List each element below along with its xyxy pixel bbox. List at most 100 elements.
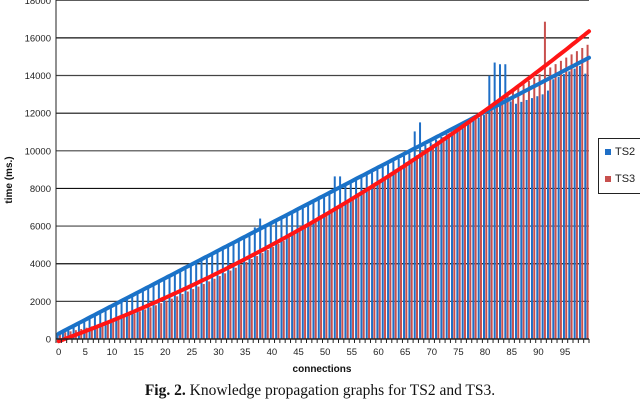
bar-ts3 xyxy=(581,47,584,340)
bar-ts3 xyxy=(325,214,328,339)
x-tick-label: 65 xyxy=(400,347,411,358)
bar-ts3 xyxy=(224,273,227,339)
y-tick-label: 4000 xyxy=(30,259,51,270)
bar-ts3 xyxy=(565,57,568,340)
bar-ts3 xyxy=(240,264,243,339)
bar-ts2 xyxy=(296,210,299,339)
bar-ts3 xyxy=(543,21,546,340)
bar-ts3 xyxy=(469,119,472,339)
bar-ts2 xyxy=(419,122,422,340)
bar-ts3 xyxy=(346,200,349,339)
bar-ts2 xyxy=(125,297,128,339)
bar-ts3 xyxy=(101,323,104,339)
bar-ts3 xyxy=(304,227,307,339)
bar-ts3 xyxy=(447,133,450,339)
bar-ts2 xyxy=(451,131,454,339)
bar-ts3 xyxy=(218,276,221,339)
bar-ts2 xyxy=(408,153,411,339)
bar-ts3 xyxy=(330,211,333,339)
x-tick-label: 80 xyxy=(480,347,491,358)
x-tick-label: 85 xyxy=(506,347,517,358)
bar-ts3 xyxy=(400,165,403,339)
bar-ts3 xyxy=(186,291,189,339)
bar-ts2 xyxy=(200,259,203,339)
bar-ts3 xyxy=(234,267,237,339)
bar-ts2 xyxy=(179,270,182,339)
legend-swatch-ts3 xyxy=(605,176,611,182)
bar-ts3 xyxy=(165,300,168,339)
bar-ts2 xyxy=(83,319,86,339)
x-tick-label: 50 xyxy=(320,347,331,358)
legend-swatch-ts2 xyxy=(605,149,611,155)
x-tick-label: 20 xyxy=(160,347,171,358)
bar-ts3 xyxy=(458,126,461,339)
trendline-ts3 xyxy=(56,29,591,344)
bar-ts3 xyxy=(90,326,93,339)
bar-ts3 xyxy=(250,259,253,339)
bar-ts2 xyxy=(387,164,390,339)
bar-ts2 xyxy=(568,71,571,339)
bar-ts3 xyxy=(256,256,259,339)
bar-ts2 xyxy=(152,284,155,339)
y-tick-label: 12000 xyxy=(25,109,51,120)
bar-ts2 xyxy=(536,96,539,340)
bar-ts3 xyxy=(272,246,275,339)
bar-ts2 xyxy=(483,115,485,339)
bar-ts3 xyxy=(405,162,408,339)
bar-ts2 xyxy=(349,183,352,339)
bar-ts2 xyxy=(189,265,192,339)
bar-ts2 xyxy=(67,327,70,339)
bar-ts2 xyxy=(259,218,262,339)
bar-ts2 xyxy=(72,325,75,339)
bar-ts2 xyxy=(365,175,368,339)
bar-ts2 xyxy=(115,303,118,339)
bar-ts3 xyxy=(229,270,232,339)
bar-ts3 xyxy=(416,155,419,339)
bar-ts2 xyxy=(317,199,320,339)
y-tick-label: 18000 xyxy=(25,0,51,7)
bar-ts2 xyxy=(525,99,528,339)
gridlines xyxy=(56,0,589,302)
bar-ts2 xyxy=(578,65,581,339)
bar-ts3 xyxy=(261,253,264,339)
bar-ts3 xyxy=(357,194,360,339)
bar-ts2 xyxy=(435,139,438,339)
bar-ts2 xyxy=(168,276,171,339)
bar-ts2 xyxy=(514,103,517,339)
bar-ts2 xyxy=(467,123,470,339)
bar-ts2 xyxy=(147,286,150,339)
x-tick-label: 45 xyxy=(293,347,304,358)
bar-ts3 xyxy=(490,105,493,339)
bar-ts3 xyxy=(117,318,120,339)
bar-ts2 xyxy=(477,117,480,339)
bar-ts3 xyxy=(96,324,99,339)
bar-ts2 xyxy=(413,131,416,339)
x-axis-title: connections xyxy=(293,364,352,375)
bar-ts2 xyxy=(269,224,272,339)
bar-ts2 xyxy=(445,134,448,339)
bar-ts2 xyxy=(333,176,336,339)
bar-ts3 xyxy=(453,130,456,339)
bar-ts3 xyxy=(197,286,200,339)
bar-ts2 xyxy=(195,262,198,339)
bar-ts2 xyxy=(397,158,400,339)
bar-ts2 xyxy=(530,98,533,339)
bar-ts2 xyxy=(211,254,214,339)
bar-ts2 xyxy=(237,240,240,339)
bar-ts3 xyxy=(538,74,541,339)
bar-ts3 xyxy=(170,298,173,339)
bar-ts2 xyxy=(488,75,491,339)
bar-ts3 xyxy=(213,278,216,339)
bar-ts3 xyxy=(58,333,61,339)
bar-ts2 xyxy=(243,237,246,339)
bar-ts3 xyxy=(154,305,157,339)
x-tick-label: 15 xyxy=(133,347,144,358)
bar-ts2 xyxy=(157,281,160,339)
bar-ts2 xyxy=(77,322,80,339)
bar-ts2 xyxy=(392,161,395,339)
bar-ts3 xyxy=(122,316,125,339)
bar-ts2 xyxy=(498,64,501,339)
bar-ts3 xyxy=(533,77,536,340)
bar-ts3 xyxy=(176,296,179,339)
bar-ts2 xyxy=(440,136,443,339)
